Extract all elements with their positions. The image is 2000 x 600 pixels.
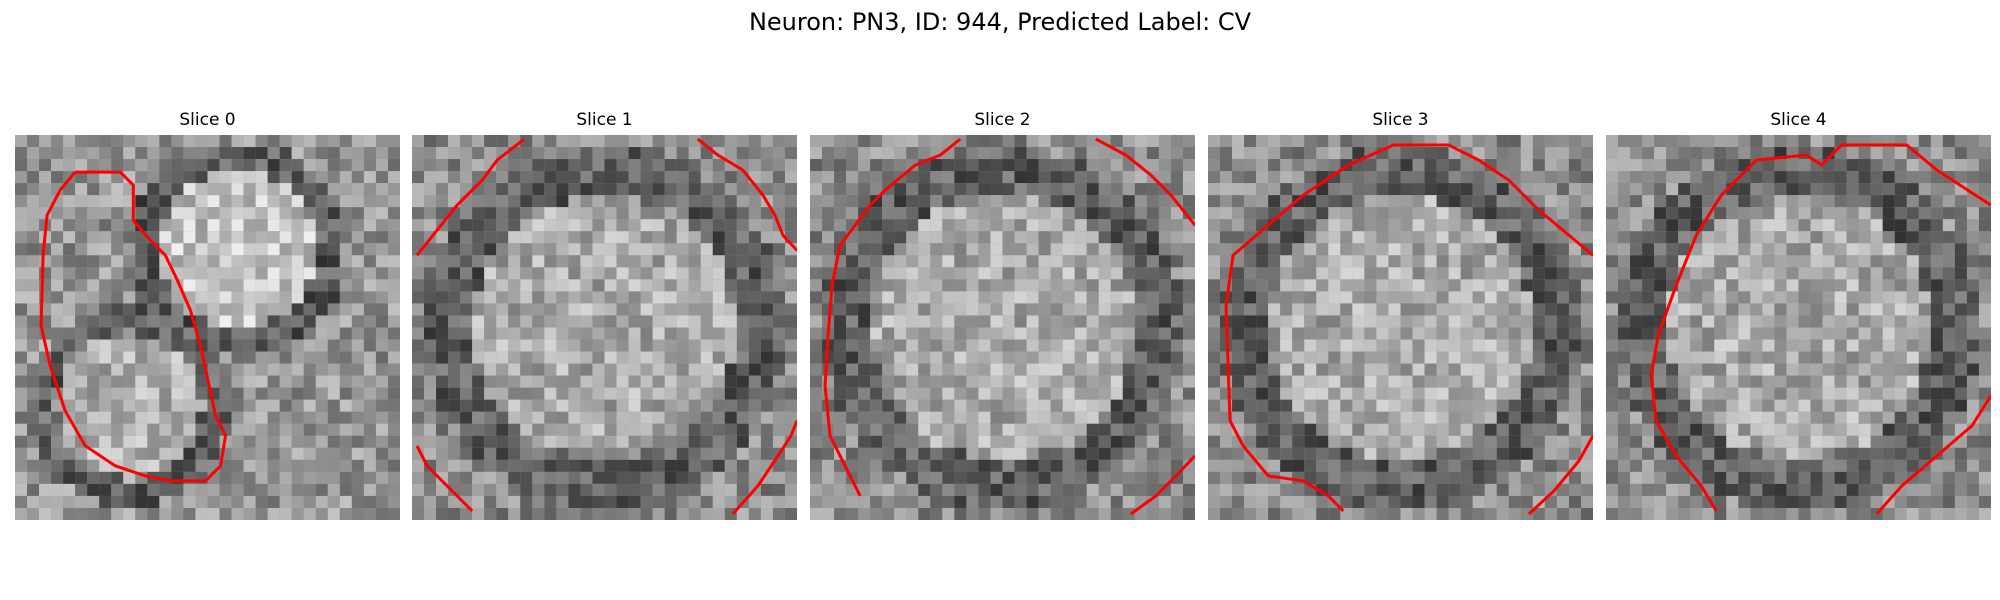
contour-line — [415, 445, 474, 513]
slice-panel-2: Slice 2 — [810, 110, 1195, 520]
contour-line — [1875, 394, 1991, 515]
contour-line — [731, 420, 797, 515]
slice-image-3 — [1208, 135, 1593, 520]
contour-line — [1095, 137, 1195, 227]
slice-title-1: Slice 1 — [576, 110, 633, 130]
slice-title-4: Slice 4 — [1770, 110, 1827, 130]
contour-line — [1527, 435, 1593, 516]
slice-panel-3: Slice 3 — [1208, 110, 1593, 520]
figure-title: Neuron: PN3, ID: 944, Predicted Label: C… — [748, 8, 1252, 36]
contour-line — [415, 137, 526, 257]
contour-line — [1224, 143, 1593, 513]
slice-image-1 — [412, 135, 797, 520]
contour-line — [1129, 454, 1195, 516]
slice-panel-1: Slice 1 — [412, 110, 797, 520]
contour-line — [39, 170, 228, 483]
contour-line — [1649, 143, 1991, 512]
contour-line — [823, 137, 962, 497]
slice-image-0 — [15, 135, 400, 520]
contour-line — [696, 137, 797, 252]
slice-panel-4: Slice 4 — [1606, 110, 1991, 520]
slice-title-0: Slice 0 — [179, 110, 236, 130]
slice-title-2: Slice 2 — [974, 110, 1031, 130]
slice-panel-0: Slice 0 — [15, 110, 400, 520]
slice-title-3: Slice 3 — [1372, 110, 1429, 130]
slice-image-4 — [1606, 135, 1991, 520]
slice-image-2 — [810, 135, 1195, 520]
